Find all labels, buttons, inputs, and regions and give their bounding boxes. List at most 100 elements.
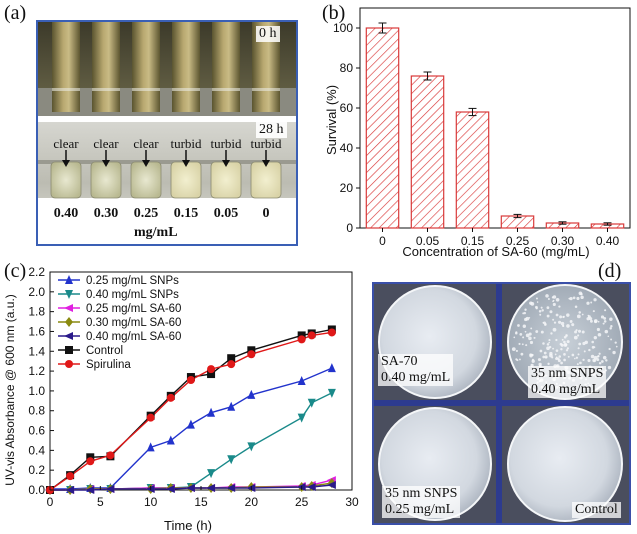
vial-state-label: clear	[93, 136, 119, 151]
x-tick-label: 5	[97, 495, 104, 509]
y-tick-label: 1.8	[28, 305, 45, 319]
y-tick-label: 1.0	[28, 384, 45, 398]
dish-3-line2: 0.25 mg/mL	[385, 502, 455, 517]
x-tick-label: 0	[379, 234, 386, 248]
survival-bar-chart: 0 0.05 0.15 0.25 0.30 0.40 0 20 40 60 80 100 Surviv…	[324, 7, 631, 259]
data-point	[227, 360, 236, 369]
culture-tube-0h	[212, 22, 240, 112]
data-point	[227, 401, 236, 411]
y-tick-label: 2.2	[28, 265, 45, 279]
data-point	[106, 451, 115, 460]
y-tick-label: 0.6	[28, 424, 45, 438]
panel-d-label: (d)	[598, 260, 622, 282]
legend-marker	[65, 290, 73, 299]
dish-label-2: 35 nm SNPS 0.40 mg/mL	[528, 366, 607, 398]
culture-tube-0h	[92, 22, 120, 112]
panel-d-photo: SA-70 0.40 mg/mL 35 nm SNPS 0.40 mg/mL 3…	[372, 282, 631, 525]
vial-state-label: clear	[53, 136, 79, 151]
x-tick-label: 0.25	[506, 234, 530, 248]
x-tick-label: 0.15	[461, 234, 485, 248]
absorbance-line-chart: 0 5 10 15 20 25 30 0.0 0.2 0.4 0.6 0.8 1.0 1.2 1.4 1.6 1…	[3, 265, 359, 533]
y-tick-label: 0	[346, 221, 353, 235]
vial-concentration-label: 0.40	[53, 206, 79, 221]
y-tick-label: 0.4	[28, 443, 45, 457]
series-line	[50, 367, 333, 490]
x-tick-label: 0.30	[551, 234, 575, 248]
data-point	[207, 407, 216, 417]
vial-concentration-label: 0.30	[93, 206, 119, 221]
data-point	[185, 484, 195, 493]
data-point	[297, 413, 306, 423]
legend-label: 0.30 mg/mL SA-60	[86, 317, 181, 329]
vial-concentration-label: 0	[262, 206, 270, 221]
culture-vial-28h	[170, 161, 202, 199]
legend-marker	[65, 360, 73, 368]
y-axis-label: UV-vis Absorbance @ 600 nm (a.u.)	[3, 294, 17, 486]
y-tick-label: 20	[340, 181, 354, 195]
legend-label: 0.25 mg/mL SNPs	[86, 275, 179, 287]
data-point	[327, 363, 336, 373]
vial-state-label: turbid	[250, 136, 282, 151]
x-tick-label: 10	[144, 495, 158, 509]
vial-state-label: clear	[133, 136, 159, 151]
series-line	[50, 392, 333, 491]
vial-state-label: turbid	[170, 136, 202, 151]
panel-b-label: (b)	[322, 2, 346, 24]
vials-photo	[38, 22, 296, 244]
survival-bar	[455, 111, 490, 229]
dish-3-line1: 35 nm SNPS	[385, 486, 458, 501]
legend-label: 0.40 mg/mL SA-60	[86, 331, 181, 343]
data-point	[105, 485, 115, 494]
culture-tube-0h	[132, 22, 160, 112]
x-tick-label: 30	[345, 495, 359, 509]
legend-marker	[64, 332, 73, 340]
y-tick-label: 1.4	[28, 344, 45, 358]
culture-vial-28h	[210, 161, 242, 199]
culture-vial-28h	[250, 161, 282, 199]
data-point	[166, 393, 175, 402]
data-point	[66, 472, 75, 481]
data-point	[146, 413, 155, 422]
y-tick-label: 1.6	[28, 324, 45, 338]
x-axis-label: Concentration of SA-60 (mg/mL)	[402, 244, 589, 259]
data-point	[186, 376, 195, 385]
vial-concentration-label: 0.05	[213, 206, 239, 221]
dish-2-line2: 0.40 mg/mL	[531, 382, 601, 397]
data-point	[65, 486, 75, 494]
culture-vial-28h	[130, 161, 162, 199]
y-tick-label: 0.2	[28, 463, 45, 477]
data-point	[327, 388, 336, 398]
x-tick-label: 0.05	[416, 234, 440, 248]
survival-bar	[365, 27, 400, 229]
legend-marker	[65, 346, 73, 354]
dish-label-1: SA-70 0.40 mg/mL	[378, 354, 454, 386]
culture-tube-0h	[52, 22, 80, 112]
x-tick-label: 20	[245, 495, 259, 509]
dish-label-3: 35 nm SNPS 0.25 mg/mL	[382, 486, 461, 518]
data-point	[146, 442, 155, 452]
x-tick-label: 0	[47, 495, 54, 509]
panel-a-label: (a)	[4, 2, 27, 24]
panel-c-label: (c)	[4, 260, 27, 282]
panel-a-photo: 0 h 28 h clear clear clear turbid turbid turb…	[36, 20, 298, 246]
dish-2-line1: 35 nm SNPS	[531, 366, 604, 381]
petri-dish-photo	[374, 284, 629, 523]
data-point	[297, 335, 306, 344]
plot-frame	[359, 7, 631, 229]
data-point	[307, 398, 316, 408]
data-point	[307, 331, 316, 340]
x-tick-label: 0.40	[596, 234, 620, 248]
data-point	[165, 485, 175, 494]
vial-concentration-label: 0.15	[173, 206, 199, 221]
legend-label: Control	[86, 345, 123, 357]
data-point	[226, 484, 236, 493]
x-tick-label: 25	[295, 495, 309, 509]
data-point	[85, 486, 95, 494]
time-label-0h: 0 h	[256, 26, 280, 42]
survival-bar	[410, 75, 445, 229]
legend-marker	[64, 304, 73, 312]
y-tick-label: 0.0	[28, 483, 45, 497]
data-point	[166, 435, 175, 445]
dish-label-4: Control	[572, 502, 621, 518]
data-point	[297, 376, 306, 385]
